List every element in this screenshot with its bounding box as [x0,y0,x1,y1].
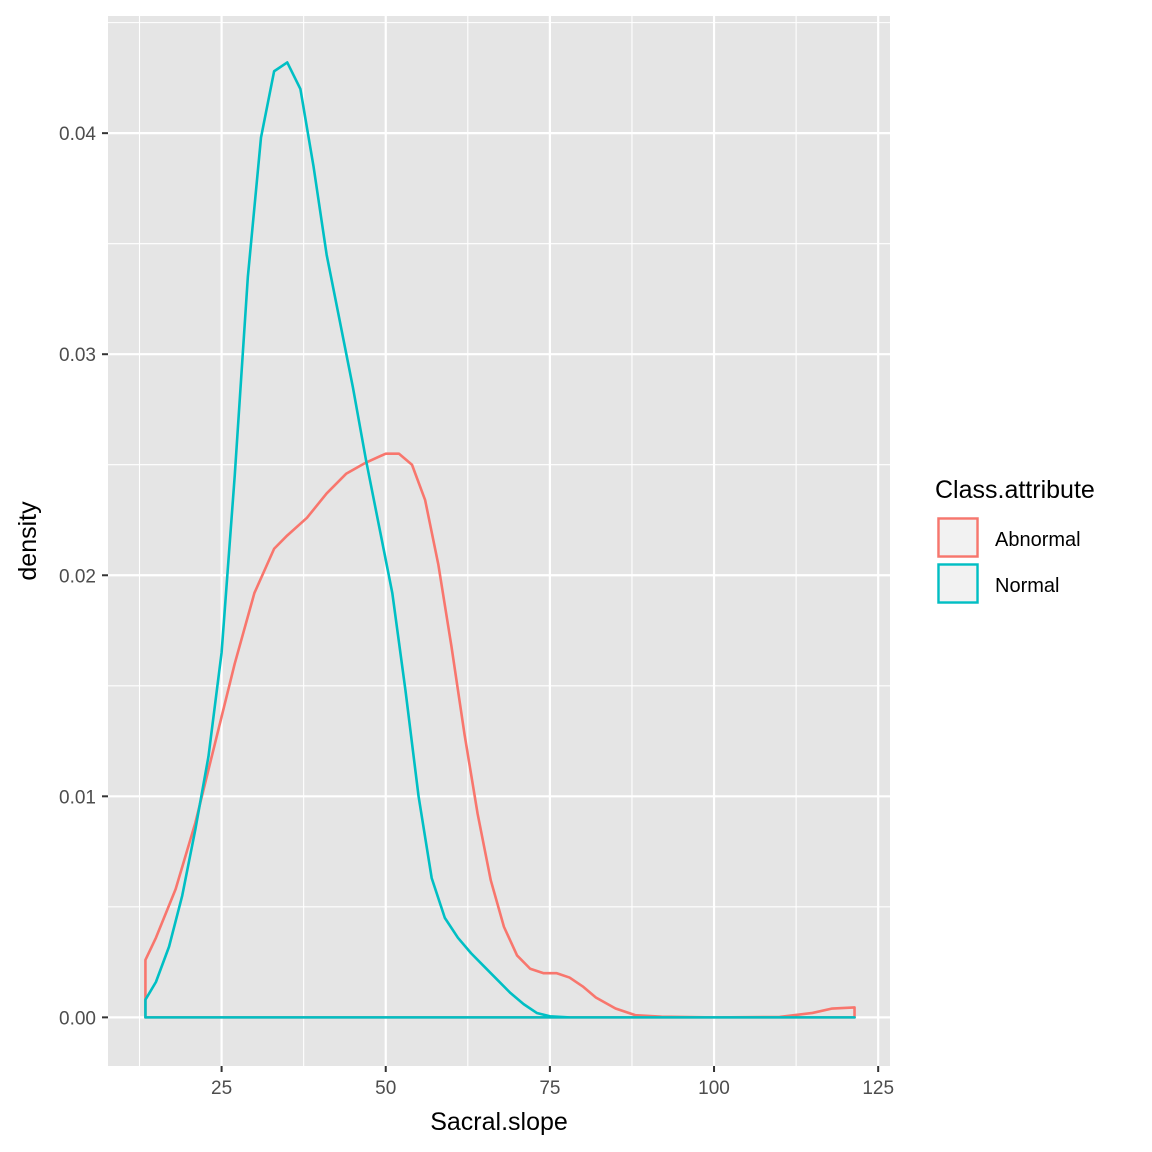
legend-label-abnormal: Abnormal [995,529,1081,551]
legend-title: Class.attribute [935,476,1095,504]
y-tick-label: 0.02 [59,566,96,587]
x-axis-title: Sacral.slope [430,1108,568,1136]
legend-key-bg [937,563,979,604]
legend-key-abnormal [937,517,979,558]
minor-gridlines [108,16,890,1066]
legend-key-normal [937,563,979,604]
density-curve-normal [144,61,856,1019]
y-tick-label: 0.03 [59,345,96,366]
x-tick-label: 50 [375,1078,396,1099]
y-tick-label: 0.00 [59,1008,96,1029]
legend-label-normal: Normal [995,575,1059,597]
x-tick-label: 75 [539,1078,560,1099]
x-tick-label: 100 [698,1078,730,1099]
y-tick-label: 0.01 [59,787,96,808]
y-axis: 0.00 0.01 0.02 0.03 0.04 [59,124,108,1029]
y-tick-label: 0.04 [59,124,96,145]
x-tick-label: 125 [862,1078,894,1099]
legend: Class.attribute Abnormal Normal [935,476,1095,604]
x-tick-label: 25 [211,1078,232,1099]
legend-key-bg [937,517,979,558]
x-axis: 25 50 75 100 125 [211,1066,894,1099]
density-curves [144,61,856,1019]
y-axis-title: density [14,501,42,581]
plot-panel [108,16,890,1066]
